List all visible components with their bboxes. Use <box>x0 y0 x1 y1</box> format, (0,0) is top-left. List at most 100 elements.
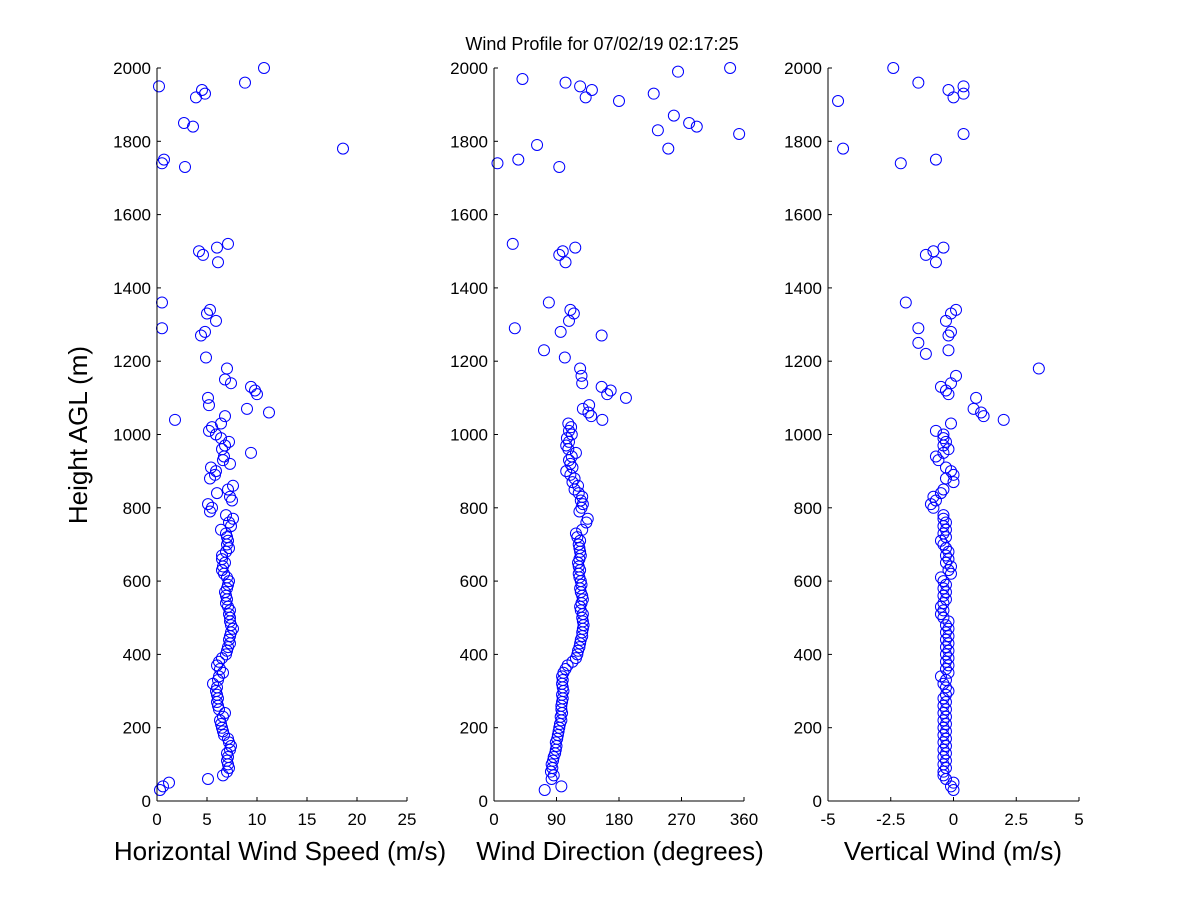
direction-y-tick-label: 1800 <box>450 132 488 151</box>
vertical-data-point <box>939 516 952 529</box>
speed-data-point <box>249 384 261 397</box>
speed-data-point <box>212 256 224 269</box>
vertical-data-point <box>939 586 952 599</box>
speed-x-tick-label: 20 <box>348 810 367 829</box>
vertical-y-tick-label: 1400 <box>784 279 822 298</box>
vertical-data-point <box>939 549 952 562</box>
panel-speed: 0 200 400 600 800 1000 1200 1400 1600 1800 2000 0 5 1… <box>113 59 446 866</box>
speed-data-point <box>179 160 191 173</box>
vertical-data-point <box>967 402 980 415</box>
panel-direction: 0 200 400 600 800 1000 1200 1400 1600 1800 2000 0 90… <box>450 59 764 866</box>
speed-y-tick-label: 800 <box>123 499 151 518</box>
direction-y-tick-label: 2000 <box>450 59 488 78</box>
direction-data-point <box>553 248 566 261</box>
direction-data-point <box>595 329 608 342</box>
speed-x-tick-label: 15 <box>298 810 317 829</box>
speed-data-point <box>224 457 236 470</box>
vertical-data-point <box>937 597 950 610</box>
direction-data-point <box>595 380 608 393</box>
direction-axes: 0 200 400 600 800 1000 1200 1400 1600 1800 2000 0 90… <box>450 59 758 829</box>
direction-data-point <box>571 648 584 661</box>
vertical-data-point <box>937 611 950 624</box>
speed-data-point <box>225 377 237 390</box>
vertical-axes: 0 200 400 600 800 1000 1200 1400 1600 1800 2000 -5 -… <box>784 59 1084 829</box>
direction-data-point <box>559 256 572 269</box>
direction-data-point <box>538 784 551 797</box>
vertical-x-tick-label: 2.5 <box>1004 810 1028 829</box>
vertical-data-point <box>942 652 955 665</box>
speed-data-point <box>210 314 222 327</box>
speed-x-tick-label: 25 <box>398 810 417 829</box>
direction-data-point <box>575 578 588 591</box>
vertical-data-point <box>942 553 955 566</box>
vertical-data-point <box>832 94 845 107</box>
vertical-data-point <box>937 428 950 441</box>
vertical-data-point <box>939 641 952 654</box>
speed-y-tick-label: 200 <box>123 719 151 738</box>
direction-data-point <box>585 83 598 96</box>
speed-data-point <box>154 784 166 797</box>
vertical-data-point <box>937 743 950 756</box>
speed-data-point <box>195 329 207 342</box>
speed-data-point <box>163 776 175 789</box>
vertical-data-point <box>942 344 955 357</box>
speed-data-point <box>221 362 233 375</box>
direction-data-point <box>556 245 569 258</box>
vertical-data-point <box>929 153 942 166</box>
speed-data-point <box>216 721 228 734</box>
vertical-data-point <box>944 567 957 580</box>
vertical-data-point <box>947 468 960 481</box>
speed-points <box>153 62 349 797</box>
speed-data-point <box>223 736 235 749</box>
vertical-data-point <box>919 347 932 360</box>
vertical-data-point <box>937 692 950 705</box>
speed-data-point <box>156 296 168 309</box>
vertical-data-point <box>934 487 947 500</box>
speed-data-point <box>210 685 222 698</box>
direction-data-point <box>672 65 685 78</box>
speed-data-point <box>221 593 233 606</box>
speed-data-point <box>211 487 223 500</box>
direction-data-point <box>733 127 746 140</box>
vertical-data-point <box>937 707 950 720</box>
vertical-data-point <box>939 633 952 646</box>
speed-data-point <box>203 424 215 437</box>
speed-data-point <box>258 62 270 74</box>
speed-data-point <box>212 692 224 705</box>
vertical-data-point <box>942 685 955 698</box>
direction-data-point <box>556 674 569 687</box>
vertical-y-tick-label: 1200 <box>784 352 822 371</box>
chart-title: Wind Profile for 07/02/19 02:17:25 <box>465 34 738 54</box>
direction-data-point <box>560 439 573 452</box>
speed-data-point <box>216 549 228 562</box>
speed-data-point <box>227 479 239 492</box>
vertical-data-point <box>942 637 955 650</box>
vertical-data-point <box>937 509 950 522</box>
speed-data-point <box>241 402 253 415</box>
vertical-y-tick-label: 0 <box>813 792 822 811</box>
vertical-data-point <box>912 76 925 89</box>
vertical-y-tick-label: 1000 <box>784 426 822 445</box>
vertical-data-point <box>942 545 955 558</box>
vertical-x-tick-label: 5 <box>1074 810 1083 829</box>
speed-data-point <box>222 751 234 764</box>
speed-data-point <box>217 769 229 782</box>
vertical-data-point <box>937 538 950 551</box>
vertical-data-point <box>939 696 952 709</box>
speed-data-point <box>220 509 232 522</box>
direction-x-tick-label: 360 <box>730 810 758 829</box>
vertical-data-point <box>899 296 912 309</box>
speed-data-point <box>222 237 234 250</box>
direction-data-point <box>579 91 592 104</box>
direction-data-point <box>491 157 504 170</box>
speed-data-point <box>221 531 233 544</box>
speed-data-point <box>221 644 233 657</box>
direction-data-point <box>576 490 589 503</box>
speed-x-tick-label: 10 <box>248 810 267 829</box>
direction-data-point <box>576 402 589 415</box>
speed-data-point <box>216 564 228 577</box>
direction-x-tick-label: 270 <box>667 810 695 829</box>
speed-data-point <box>205 461 217 474</box>
vertical-data-point <box>929 450 942 463</box>
